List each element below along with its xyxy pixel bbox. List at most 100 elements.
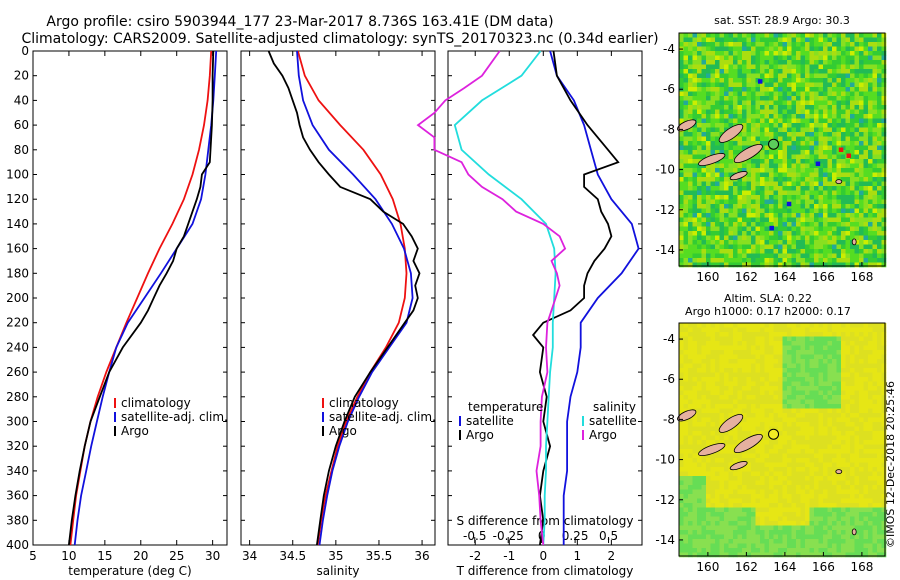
grid-cell [850,73,855,79]
grid-cell [814,213,819,218]
grid-cell [724,548,729,553]
grid-cell [746,363,752,369]
grid-cell [688,186,693,191]
grid-cell [796,163,801,169]
grid-cell [845,208,851,214]
y-tick-label: 340 [6,464,29,478]
grid-cell [859,354,864,360]
grid-cell [697,336,702,342]
grid-cell [706,359,711,364]
grid-cell [823,507,828,513]
grid-cell [841,186,846,191]
grid-cell [791,226,797,232]
grid-cell [814,226,819,232]
grid-cell [872,33,878,38]
grid-cell [728,208,734,214]
grid-cell [679,395,684,400]
grid-cell [832,195,837,200]
grid-cell [733,235,738,241]
grid-cell [854,181,860,187]
grid-cell [782,525,788,531]
grid-cell [868,444,873,450]
grid-cell [769,136,774,142]
grid-cell [773,96,779,101]
grid-cell [688,240,693,245]
grid-cell [755,190,761,196]
grid-cell [800,141,806,146]
grid-cell [809,217,815,223]
grid-cell [755,467,761,472]
grid-cell [706,118,711,124]
grid-cell [692,458,698,463]
grid-cell [800,258,806,263]
grid-cell [701,37,707,43]
grid-cell [688,440,693,445]
grid-cell [760,69,765,74]
grid-cell [800,163,806,169]
grid-cell [692,399,698,405]
grid-cell [715,476,720,481]
grid-cell [881,96,887,101]
grid-cell [868,404,873,409]
grid-cell [755,186,761,191]
grid-cell [778,327,783,333]
grid-cell [764,60,770,65]
grid-cell [679,195,684,200]
grid-cell [737,498,743,504]
grid-cell [859,132,864,137]
grid-cell [827,132,833,137]
grid-cell [724,323,729,328]
grid-cell [823,226,828,232]
grid-cell [760,186,765,191]
grid-cell [836,154,842,160]
grid-cell [823,37,828,43]
grid-cell [679,186,684,191]
grid-cell [755,372,761,378]
grid-cell [868,159,873,164]
grid-cell [751,199,756,205]
grid-cell [836,235,842,241]
grid-cell [823,476,828,481]
grid-cell [755,172,761,178]
grid-cell [710,262,716,268]
grid-cell [859,177,864,182]
grid-cell [868,150,873,155]
grid-cell [755,127,761,133]
grid-cell [751,386,756,391]
grid-cell [746,204,752,209]
grid-cell [854,444,860,450]
grid-cell [688,381,693,387]
grid-cell [724,208,729,214]
grid-cell [827,204,833,209]
grid-cell [850,199,855,205]
grid-cell [710,390,716,396]
grid-cell [782,159,788,164]
grid-cell [796,539,801,544]
grid-cell [746,46,752,52]
grid-cell [742,262,747,268]
grid-cell [715,168,720,173]
grid-cell [755,323,761,328]
grid-cell [760,244,765,250]
grid-cell [877,417,882,423]
grid-cell [710,190,716,196]
grid-cell [814,42,819,47]
grid-cell [679,341,684,346]
grid-cell [778,82,783,88]
grid-cell [809,96,815,101]
grid-cell [805,471,810,477]
grid-cell [683,186,689,191]
grid-cell [832,204,837,209]
grid-cell [755,426,761,432]
grid-cell [868,426,873,432]
grid-cell [733,190,738,196]
grid-cell [746,136,752,142]
grid-cell [769,217,774,223]
grid-cell [760,404,765,409]
grid-cell [841,150,846,155]
grid-cell [859,87,864,92]
grid-cell [791,323,797,328]
grid-cell [823,453,828,459]
grid-cell [773,480,779,486]
grid-cell [881,136,887,142]
